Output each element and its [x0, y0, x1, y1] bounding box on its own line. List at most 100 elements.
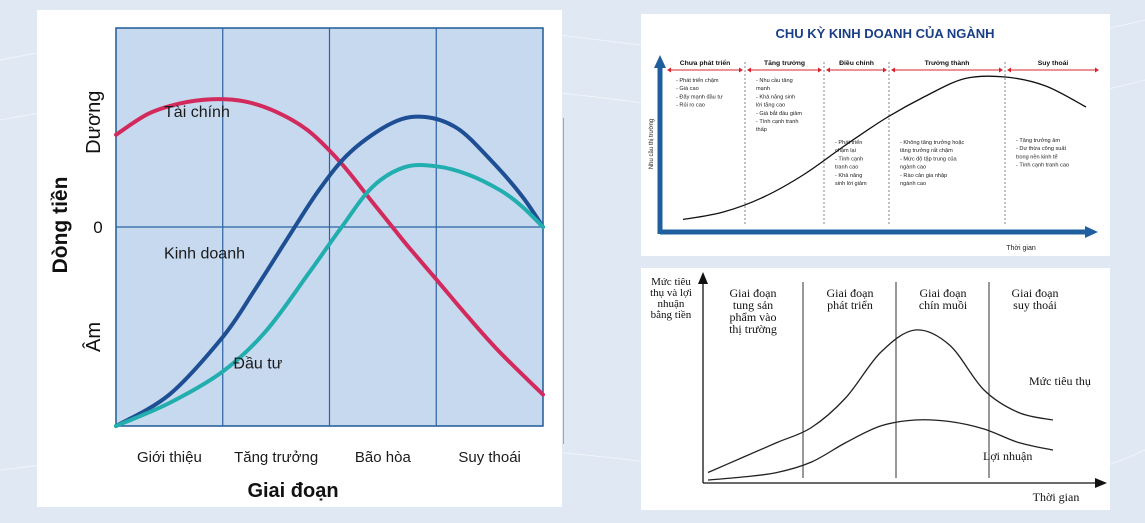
phase-note: trong nền kinh tế	[1016, 154, 1059, 160]
gridlines	[116, 28, 543, 426]
stage-label: chín muồi	[919, 298, 968, 312]
phase-note: - Giá bắt đầu giảm	[756, 110, 802, 117]
phase-note: - Tăng trưởng âm	[1016, 137, 1060, 144]
phase-note: thấp	[756, 127, 767, 133]
y-axis-label-line: Mức tiêu	[651, 276, 691, 288]
y-axis-label-line: bằng tiền	[651, 309, 692, 321]
series-label: Mức tiêu thụ	[1029, 374, 1091, 388]
x-tick-label: Tăng trưởng	[234, 449, 318, 466]
phase-arrowhead	[883, 67, 887, 73]
y-level-label: 0	[93, 218, 102, 237]
x-tick-label: Bão hòa	[355, 449, 412, 466]
phase-arrowhead	[1007, 67, 1011, 73]
stage-label: Giai đoạn	[1012, 286, 1059, 300]
series-labels: Mức tiêu thụ Lợi nhuận	[983, 374, 1091, 463]
series-line	[114, 114, 545, 428]
cash-flow-chart: Tài chính Kinh doanh Đầu tư Dương 0 Âm Giới …	[49, 27, 545, 502]
phase-arrowhead	[747, 67, 751, 73]
stage-label: Giai đoạn	[827, 286, 874, 300]
stage-label: phát triển	[827, 298, 873, 312]
phase-notes: - Phát triển chậm - Giá cao- Đẩy mạnh đầu…	[676, 77, 1069, 187]
phase-arrowhead	[999, 67, 1003, 73]
x-axis-label: Giai đoạn	[247, 480, 338, 502]
stage-label: Giai đoạn	[920, 286, 967, 300]
cash-flow-chart-panel: Tài chính Kinh doanh Đầu tư Dương 0 Âm Giới …	[37, 10, 562, 507]
phase-note: ngành cao	[900, 181, 926, 187]
series-line	[707, 329, 1054, 474]
series-line	[114, 163, 545, 428]
phase-note: - Giá cao	[676, 86, 699, 92]
series-label: Đầu tư	[233, 355, 282, 372]
phase-label: Tăng trưởng	[764, 60, 805, 67]
x-tick-labels: Giới thiệu Tăng trưởng Bão hòa Suy thoái	[137, 449, 521, 466]
phase-arrowhead	[739, 67, 743, 73]
phase-note: ngành cao	[900, 165, 926, 171]
phase-note: - Khả năng sinh	[756, 94, 795, 100]
stage-label: thị trường	[729, 322, 777, 336]
phase-note: sinh lời giảm	[835, 181, 867, 187]
series-line	[114, 97, 545, 397]
phase-note: - Tính cạnh tranh cao	[1016, 163, 1069, 169]
phase-arrowhead	[891, 67, 895, 73]
series-line	[707, 419, 1054, 481]
industry-cycle-chart: CHU KỲ KINH DOANH CỦA NGÀNH Nhu cầu thị …	[649, 26, 1099, 252]
y-axis-label-line: nhuận	[658, 298, 685, 310]
y-axis-label: Nhu cầu thị trường	[649, 119, 655, 169]
phase-arrowhead	[667, 67, 671, 73]
phase-arrowhead	[818, 67, 822, 73]
x-axis-label: Thời gian	[1006, 245, 1036, 252]
stage-label: phẩm vào	[730, 310, 777, 324]
x-axis-label: Thời gian	[1033, 490, 1080, 504]
product-lifecycle-panel: Mức tiêu thụ và lợi nhuận bằng tiền Thời gi…	[641, 268, 1110, 510]
phase-note: - Rào cản gia nhập	[900, 173, 947, 179]
series-lines	[707, 329, 1054, 481]
y-level-labels: Dương 0 Âm	[82, 91, 105, 352]
phase-label: Suy thoái	[1038, 60, 1069, 67]
x-tick-label: Giới thiệu	[137, 449, 202, 466]
phase-note: - Mức độ tập trung của	[900, 155, 957, 162]
y-level-label: Âm	[82, 322, 105, 352]
phase-note: - Nhu cầu tăng	[756, 78, 793, 84]
phase-note: - Dư thừa công suất	[1016, 146, 1067, 152]
phase-note: mạnh	[756, 86, 770, 92]
phase-note: tăng trưởng rất chậm	[900, 147, 953, 154]
phase-note: chậm lại	[835, 148, 856, 154]
x-tick-label: Suy thoái	[458, 449, 521, 466]
stage-label: tung sản	[733, 298, 773, 312]
series-label: Kinh doanh	[164, 245, 245, 262]
phase-label: Điều chỉnh	[839, 58, 874, 67]
y-axis-label-line: thụ và lợi	[650, 287, 692, 299]
phase-arrowhead	[1095, 67, 1099, 73]
phase-note: - Tính cạnh tranh	[756, 119, 799, 125]
phase-note: - Tính cạnh	[835, 156, 863, 162]
axes	[698, 272, 1107, 488]
y-axis-label: Dòng tiền	[49, 177, 72, 274]
phase-note: lời tăng cao	[756, 103, 785, 109]
phase-label: Chưa phát triển	[680, 59, 731, 67]
stage-label: Giai đoạn	[730, 286, 777, 300]
phase-headers: Chưa phát triển Tăng trưởng Điều chỉnh Trưở…	[667, 58, 1099, 226]
series-label: Tài chính	[164, 104, 230, 121]
phase-note: - Khả năng	[835, 173, 862, 179]
series-label: Lợi nhuận	[983, 449, 1032, 463]
industry-cycle-panel: CHU KỲ KINH DOANH CỦA NGÀNH Nhu cầu thị …	[641, 14, 1110, 256]
stage-dividers	[802, 282, 990, 478]
phase-note: tranh cao	[835, 165, 858, 171]
stage-label: suy thoái	[1013, 298, 1057, 312]
phase-label: Trưởng thành	[925, 60, 970, 67]
demand-curve	[682, 75, 1087, 221]
vertical-divider	[563, 118, 564, 444]
series-lines	[114, 97, 545, 428]
axes	[654, 55, 1098, 238]
phase-note: - Phát triển chậm	[676, 77, 719, 84]
phase-note: - Đẩy mạnh đầu tư	[676, 93, 723, 100]
y-level-label: Dương	[83, 91, 105, 154]
phase-note: - Không tăng trưởng hoặc	[900, 139, 965, 146]
series-labels: Tài chính Kinh doanh Đầu tư	[164, 104, 283, 372]
chart-title: CHU KỲ KINH DOANH CỦA NGÀNH	[775, 26, 994, 41]
phase-note: - Rủi ro cao	[676, 102, 705, 109]
phase-arrowhead	[826, 67, 830, 73]
